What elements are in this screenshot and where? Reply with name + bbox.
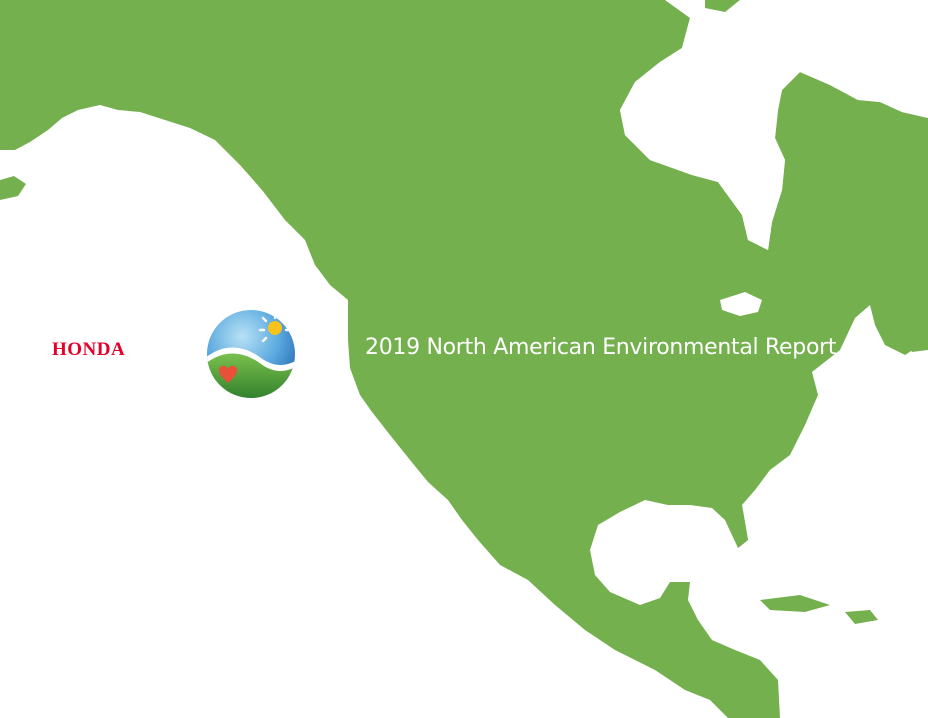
newfoundland (900, 322, 928, 352)
florida-peninsula (728, 505, 748, 548)
honda-logo: HONDA (52, 339, 126, 360)
report-title: 2019 North American Environmental Report (365, 335, 837, 360)
hudson-bay (620, 0, 928, 250)
cuba-island (760, 595, 830, 612)
earth-sun-heart-icon (207, 310, 295, 398)
sun-icon (268, 321, 282, 335)
baffin-island (705, 0, 740, 12)
gulf-of-california (432, 488, 482, 562)
heart-icon (218, 365, 238, 383)
hispaniola-island (845, 610, 878, 624)
great-lakes (720, 292, 762, 316)
aleutian-islands (0, 176, 26, 200)
